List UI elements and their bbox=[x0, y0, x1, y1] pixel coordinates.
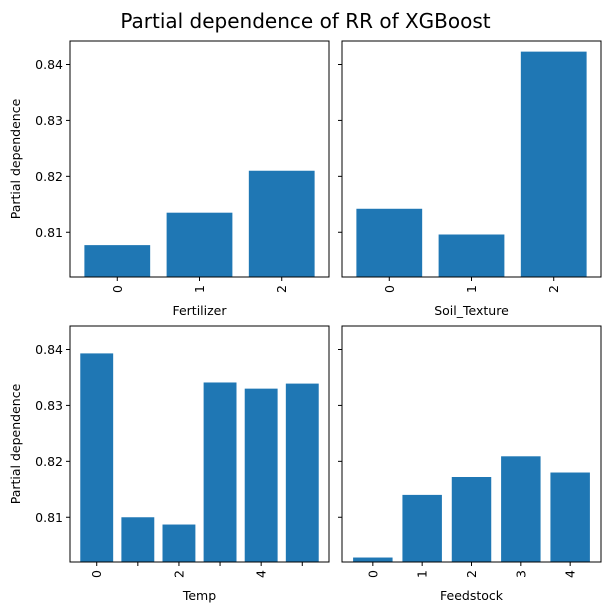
bar-3-3 bbox=[501, 456, 541, 562]
x-tick-label: 2 bbox=[274, 285, 289, 293]
x-tick-label: 1 bbox=[464, 285, 479, 293]
bar-1-2 bbox=[520, 51, 587, 277]
y-tick-label: 0.84 bbox=[35, 57, 63, 72]
bar-2-1 bbox=[121, 517, 155, 562]
axes-frame bbox=[69, 325, 330, 563]
y-tick-label: 0.83 bbox=[35, 113, 63, 128]
figure-title: Partial dependence of RR of XGBoost bbox=[120, 9, 490, 33]
bar-3-1 bbox=[402, 494, 442, 562]
y-tick-label: 0.81 bbox=[35, 225, 63, 240]
x-tick-label: 0 bbox=[89, 570, 104, 578]
y-tick-label: 0.82 bbox=[35, 454, 63, 469]
y-tick-label: 0.81 bbox=[35, 510, 63, 525]
bar-2-3 bbox=[203, 382, 237, 562]
x-tick-label: 4 bbox=[254, 570, 269, 578]
x-tick-label: 2 bbox=[464, 570, 479, 578]
y-tick-label: 0.82 bbox=[35, 169, 63, 184]
bar-0-2 bbox=[248, 170, 315, 277]
bar-3-4 bbox=[550, 472, 590, 562]
bar-2-2 bbox=[162, 524, 196, 562]
x-tick-label: 2 bbox=[546, 285, 561, 293]
x-tick-label: 0 bbox=[382, 285, 397, 293]
x-tick-label: 0 bbox=[365, 570, 380, 578]
bar-2-0 bbox=[80, 353, 114, 562]
y-tick-label: 0.84 bbox=[35, 342, 63, 357]
bar-1-0 bbox=[356, 208, 423, 277]
x-axis-label: Temp bbox=[182, 588, 216, 603]
panel-fertilizer: 0.81 0.82 0.83 0.84 0 1 2 Fertilizer Partial dep… bbox=[8, 40, 330, 318]
panel-temp: 0.81 0.82 0.83 0.84 0 2 4 Temp Partial dependenc… bbox=[8, 325, 330, 603]
x-tick-label: 3 bbox=[513, 570, 528, 578]
panel-feedstock: 0 1 2 3 4 Feedstock bbox=[338, 325, 602, 603]
y-tick-label: 0.83 bbox=[35, 398, 63, 413]
bar-0-0 bbox=[84, 245, 151, 277]
y-axis-label: Partial dependence bbox=[8, 98, 23, 219]
x-tick-label: 2 bbox=[171, 570, 186, 578]
x-axis-label: Soil_Texture bbox=[434, 303, 509, 318]
x-tick-label: 0 bbox=[110, 285, 125, 293]
y-axis-label: Partial dependence bbox=[8, 383, 23, 504]
x-tick-label: 1 bbox=[415, 570, 430, 578]
bar-3-2 bbox=[451, 477, 492, 562]
x-tick-label: 4 bbox=[563, 570, 578, 578]
bar-2-4 bbox=[244, 388, 278, 562]
x-tick-label: 1 bbox=[192, 285, 207, 293]
bar-3-0 bbox=[353, 557, 393, 562]
x-axis-label: Fertilizer bbox=[172, 303, 227, 318]
bar-2-5 bbox=[285, 383, 319, 562]
x-axis-label: Feedstock bbox=[440, 588, 504, 603]
panel-soil-texture: 0 1 2 Soil_Texture bbox=[338, 40, 602, 318]
bar-1-1 bbox=[438, 234, 505, 277]
bar-0-1 bbox=[166, 212, 233, 277]
